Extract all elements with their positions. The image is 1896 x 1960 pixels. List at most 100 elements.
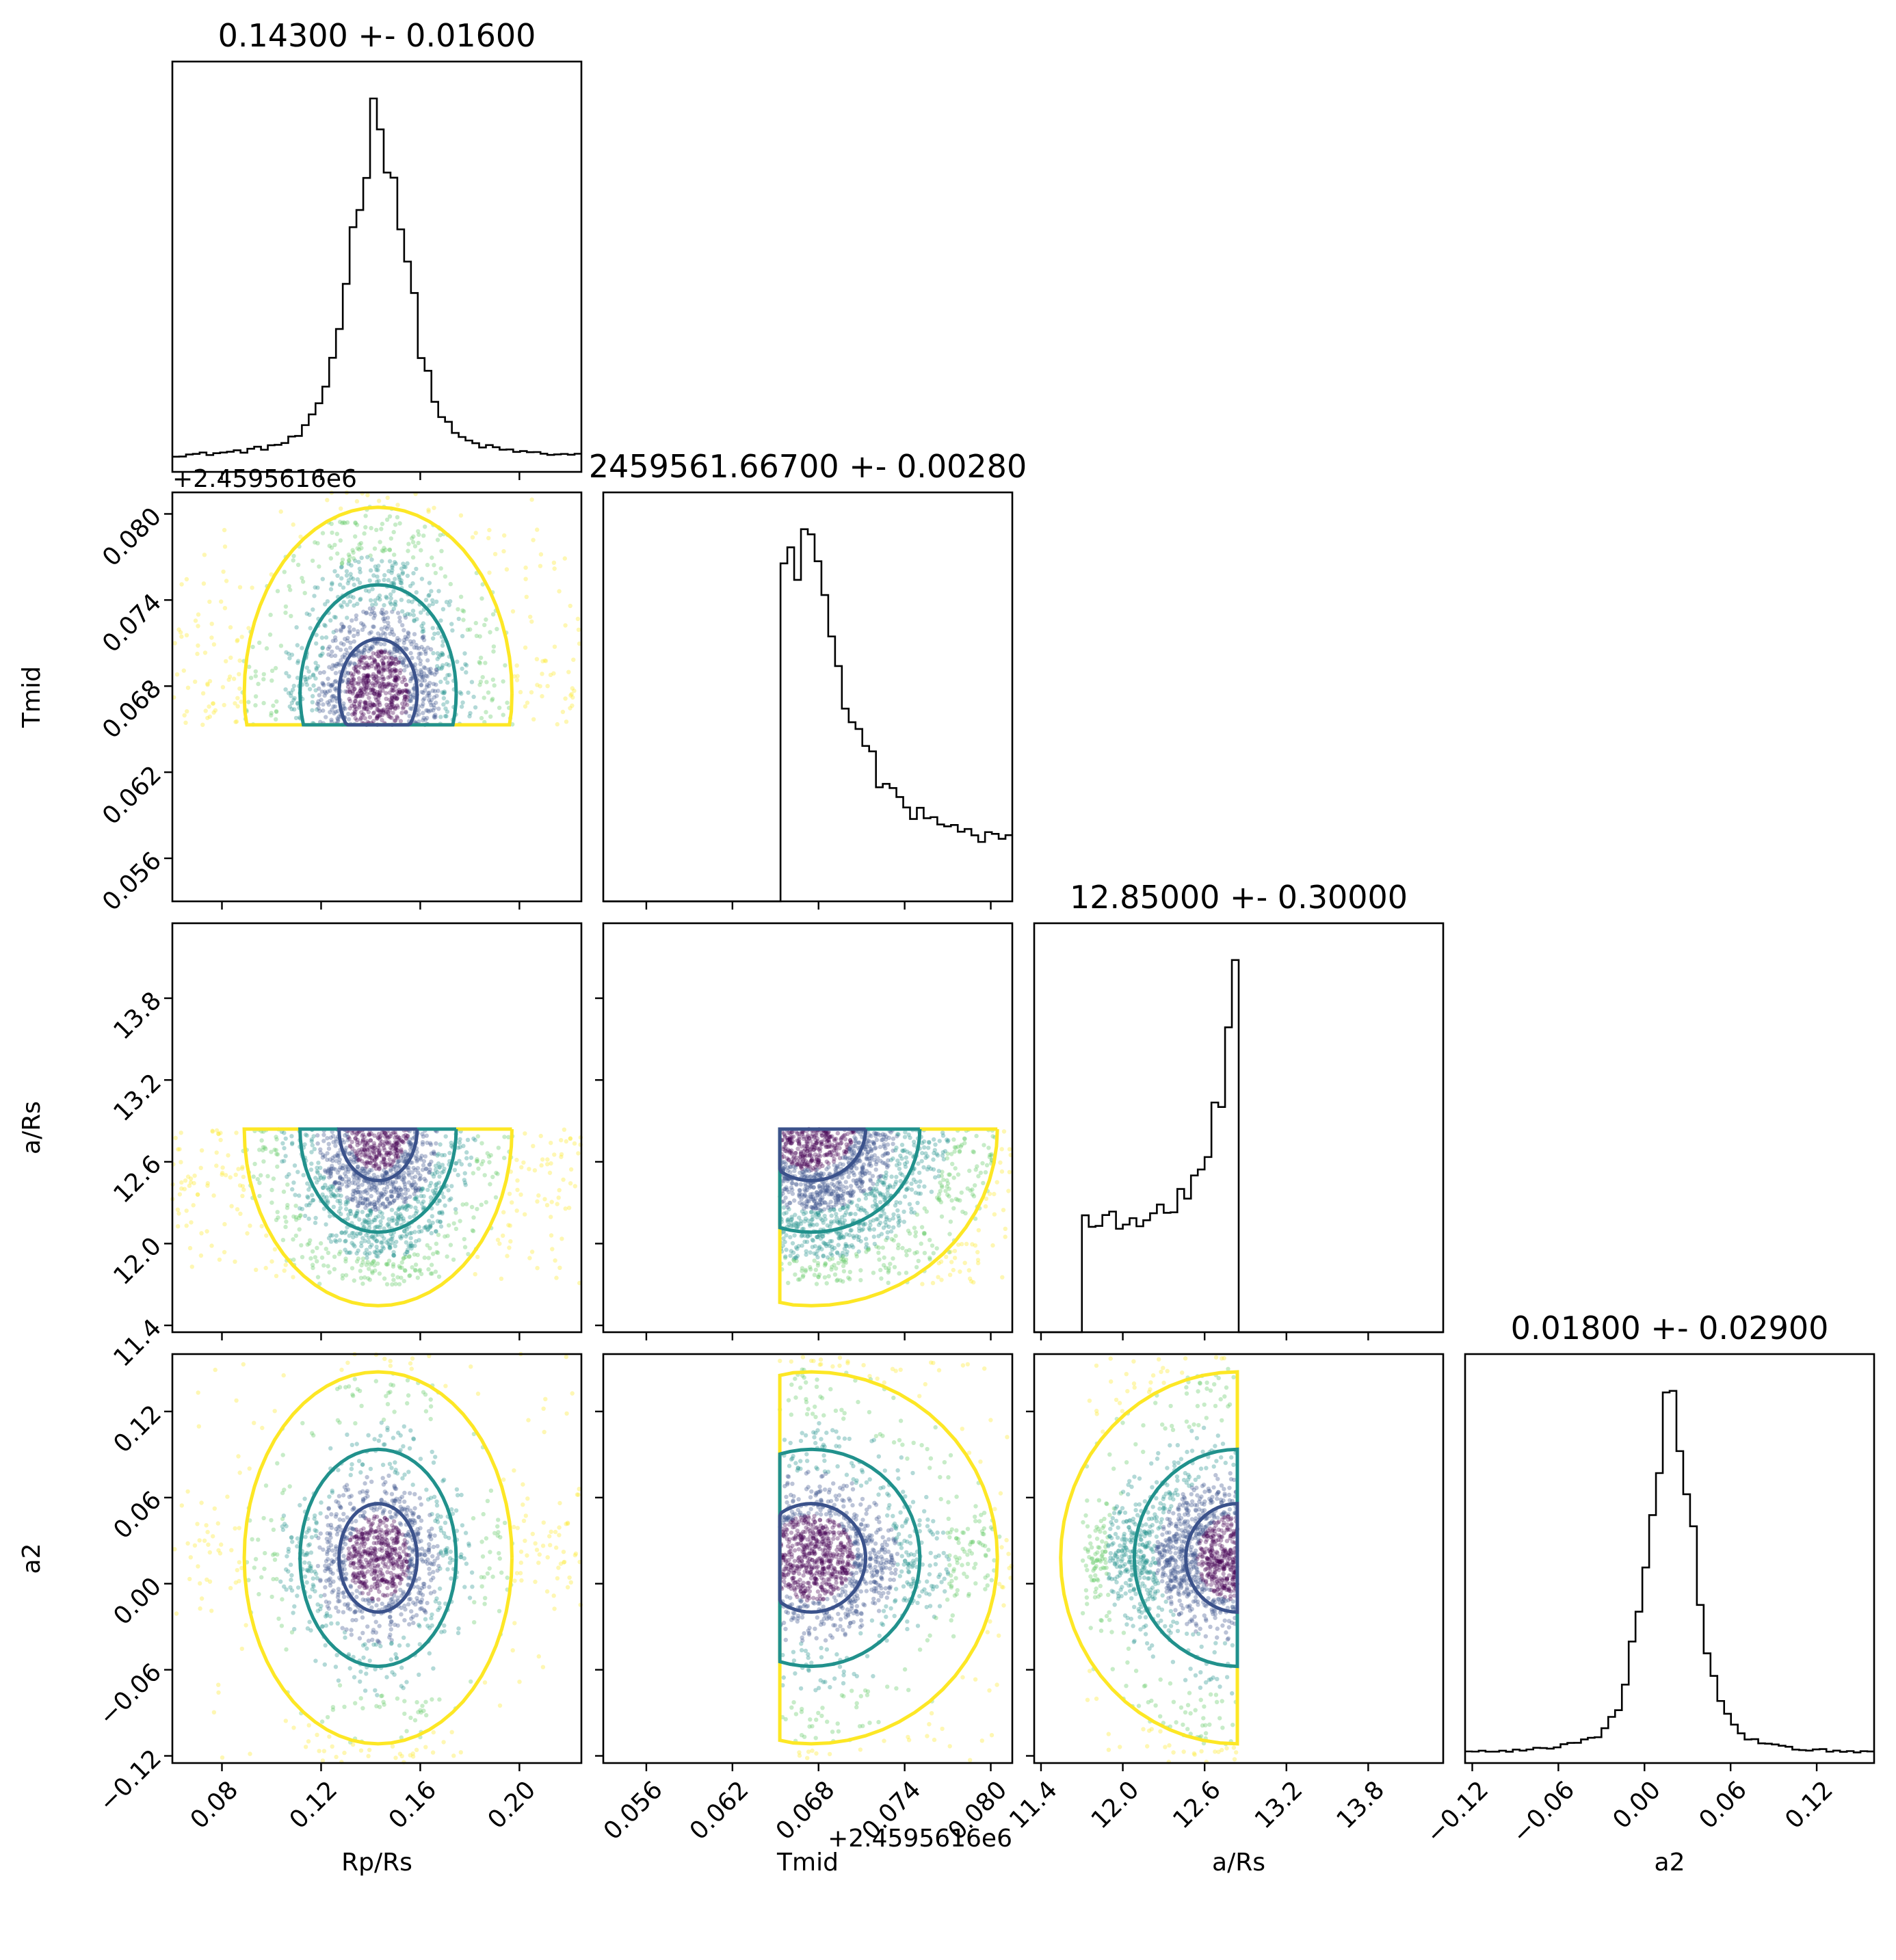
scatter-point	[406, 1180, 411, 1185]
scatter-point	[382, 650, 386, 654]
scatter-point	[815, 1136, 820, 1141]
scatter-point	[538, 1133, 543, 1139]
scatter-point	[330, 694, 334, 700]
scatter-point	[440, 690, 445, 695]
scatter-point	[973, 1183, 977, 1188]
scatter-point	[797, 1193, 802, 1197]
scatter-point	[405, 611, 410, 616]
scatter-point	[790, 1241, 795, 1246]
scatter-point	[484, 617, 488, 622]
scatter-point	[931, 1251, 936, 1256]
scatter-point	[363, 525, 368, 530]
scatter-point	[523, 565, 528, 570]
scatter-point	[353, 669, 358, 674]
scatter-point	[240, 1193, 245, 1199]
scatter-point	[834, 1278, 839, 1283]
scatter-point	[384, 596, 389, 600]
scatter-point	[808, 1210, 814, 1215]
scatter-point	[251, 1174, 256, 1179]
scatter-point	[899, 1172, 905, 1178]
scatter-point	[438, 1210, 443, 1215]
scatter-point	[345, 685, 351, 689]
scatter-point	[176, 1211, 181, 1216]
scatter-point	[429, 703, 434, 708]
scatter-point	[341, 1140, 347, 1145]
scatter-point	[390, 564, 395, 568]
scatter-point	[282, 1130, 287, 1135]
scatter-point	[392, 718, 397, 724]
scatter-point	[417, 1267, 423, 1273]
scatter-point	[419, 644, 424, 650]
scatter-point	[373, 1225, 378, 1230]
scatter-point	[898, 1153, 903, 1158]
scatter-point	[872, 1241, 878, 1247]
scatter-point	[882, 1182, 886, 1187]
scatter-point	[356, 1248, 360, 1253]
scatter-point	[858, 1268, 863, 1273]
scatter-point	[380, 1215, 385, 1220]
scatter-point	[386, 568, 391, 574]
scatter-point	[332, 711, 337, 716]
scatter-point	[415, 1275, 420, 1280]
scatter-point	[463, 662, 468, 667]
scatter-point	[412, 1252, 417, 1257]
scatter-point	[321, 1133, 326, 1137]
scatter-point	[428, 700, 433, 705]
scatter-point	[449, 1196, 453, 1201]
scatter-point	[358, 717, 363, 722]
scatter-point	[358, 581, 363, 585]
scatter-point	[191, 1203, 196, 1208]
scatter-point	[343, 520, 347, 525]
scatter-points	[170, 1127, 583, 1287]
scatter-point	[405, 573, 410, 579]
scatter-point	[410, 1170, 414, 1175]
scatter-point	[423, 649, 428, 654]
scatter-point	[457, 1140, 462, 1145]
scatter-point	[401, 698, 407, 702]
scatter-point	[381, 661, 386, 665]
scatter-point	[400, 1206, 405, 1210]
scatter-point	[367, 1277, 372, 1282]
scatter-point	[815, 1222, 819, 1227]
scatter-point	[490, 612, 496, 617]
scatter-point	[326, 646, 330, 651]
scatter-point	[343, 1273, 349, 1277]
scatter-point	[432, 689, 438, 693]
scatter-point	[368, 1187, 373, 1193]
scatter-point	[822, 1275, 828, 1280]
scatter-point	[321, 681, 326, 687]
scatter-point	[529, 619, 534, 624]
scatter-point	[315, 707, 319, 712]
scatter-point	[397, 658, 401, 663]
scatter-point	[329, 717, 334, 722]
scatter-point	[388, 682, 393, 687]
scatter-point	[438, 679, 443, 685]
scatter-point	[411, 534, 416, 539]
scatter-point	[347, 628, 352, 633]
scatter-point	[325, 1136, 330, 1141]
scatter-point	[803, 1269, 808, 1274]
scatter-point	[378, 685, 382, 689]
scatter-point	[330, 581, 334, 585]
scatter-point	[228, 655, 233, 660]
scatter-point	[359, 1240, 364, 1245]
scatter-point	[956, 1172, 961, 1177]
scatter-point	[357, 703, 362, 708]
scatter-point	[368, 568, 373, 573]
scatter-point	[971, 1150, 977, 1154]
scatter-point	[196, 612, 201, 617]
scatter-point	[421, 702, 425, 706]
scatter-point	[945, 1178, 949, 1183]
scatter-point	[198, 1606, 202, 1611]
scatter-point	[355, 1137, 360, 1143]
scatter-point	[812, 1258, 817, 1263]
scatter-point	[878, 1267, 883, 1273]
scatter-point	[859, 1170, 865, 1175]
scatter-point	[337, 1186, 341, 1191]
scatter-point	[438, 566, 443, 571]
scatter-point	[894, 1174, 899, 1180]
scatter-point	[189, 1220, 194, 1225]
scatter-point	[408, 1273, 412, 1278]
scatter-point	[283, 1262, 288, 1267]
scatter-point	[841, 1235, 846, 1240]
